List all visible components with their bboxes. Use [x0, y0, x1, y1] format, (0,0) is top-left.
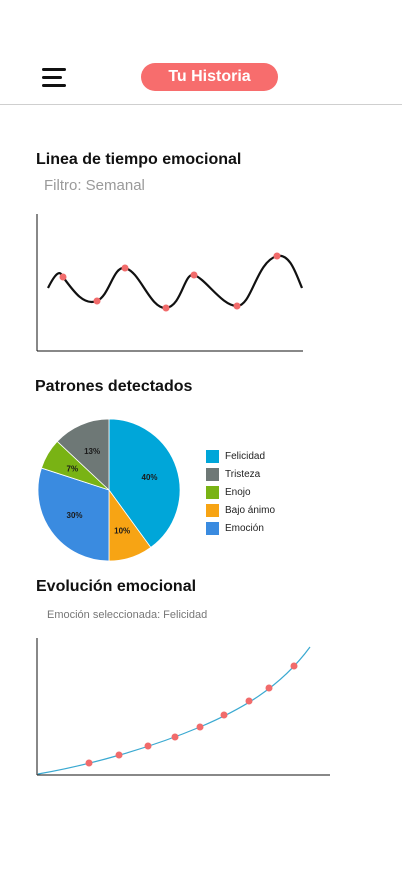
evolution-point [115, 751, 123, 759]
legend-label: Bajo ánimo [225, 504, 276, 516]
evolution-point [245, 697, 253, 705]
evolution-line [37, 646, 311, 775]
legend-item: Enojo [206, 483, 275, 501]
pie-slice-label: 13% [84, 447, 100, 456]
evolution-point [85, 759, 93, 767]
legend-item: Felicidad [206, 447, 275, 465]
legend-item: Bajo ánimo [206, 501, 275, 519]
legend-label: Felicidad [225, 450, 266, 462]
legend-swatch [206, 521, 219, 535]
legend-label: Tristeza [225, 468, 261, 480]
pie-slice-label: 7% [67, 464, 79, 473]
pie-legend: Felicidad Tristeza Enojo Bajo ánimo Emoción [206, 447, 275, 537]
evolution-point [171, 733, 179, 741]
timeline-point [273, 252, 281, 260]
legend-swatch [206, 485, 219, 499]
evolution-point [196, 723, 204, 731]
page-title-pill[interactable]: Tu Historia [141, 63, 278, 91]
evolution-point [144, 742, 152, 750]
evolution-point [220, 711, 228, 719]
evolution-title: Evolución emocional [36, 578, 197, 595]
top-bar: Tu Historia [0, 0, 402, 105]
selected-emotion-label: Emoción seleccionada: Felicidad [47, 609, 208, 621]
timeline-point [190, 271, 198, 279]
pie-slice [37, 467, 110, 562]
evolution-point [290, 662, 298, 670]
legend-swatch [206, 449, 219, 463]
evolution-point [265, 684, 273, 692]
pie-slice [108, 418, 181, 548]
pie-slice-label: 30% [67, 511, 83, 520]
filter-dropdown[interactable]: Filtro: Semanal [44, 177, 145, 194]
hamburger-menu-icon[interactable] [42, 68, 68, 90]
legend-label: Emoción [225, 522, 264, 534]
legend-item: Emoción [206, 519, 275, 537]
legend-label: Enojo [225, 486, 251, 498]
timeline-point [59, 273, 67, 281]
timeline-point [162, 304, 170, 312]
legend-swatch [206, 467, 219, 481]
timeline-title: Linea de tiempo emocional [36, 151, 242, 168]
legend-swatch [206, 503, 219, 517]
pie-slice-label: 40% [142, 473, 158, 482]
legend-item: Tristeza [206, 465, 275, 483]
timeline-point [233, 302, 241, 310]
timeline-point [121, 264, 129, 272]
timeline-point [93, 297, 101, 305]
patterns-title: Patrones detectados [35, 378, 193, 395]
pie-slice-label: 10% [114, 527, 130, 536]
pie-slice [56, 418, 110, 491]
